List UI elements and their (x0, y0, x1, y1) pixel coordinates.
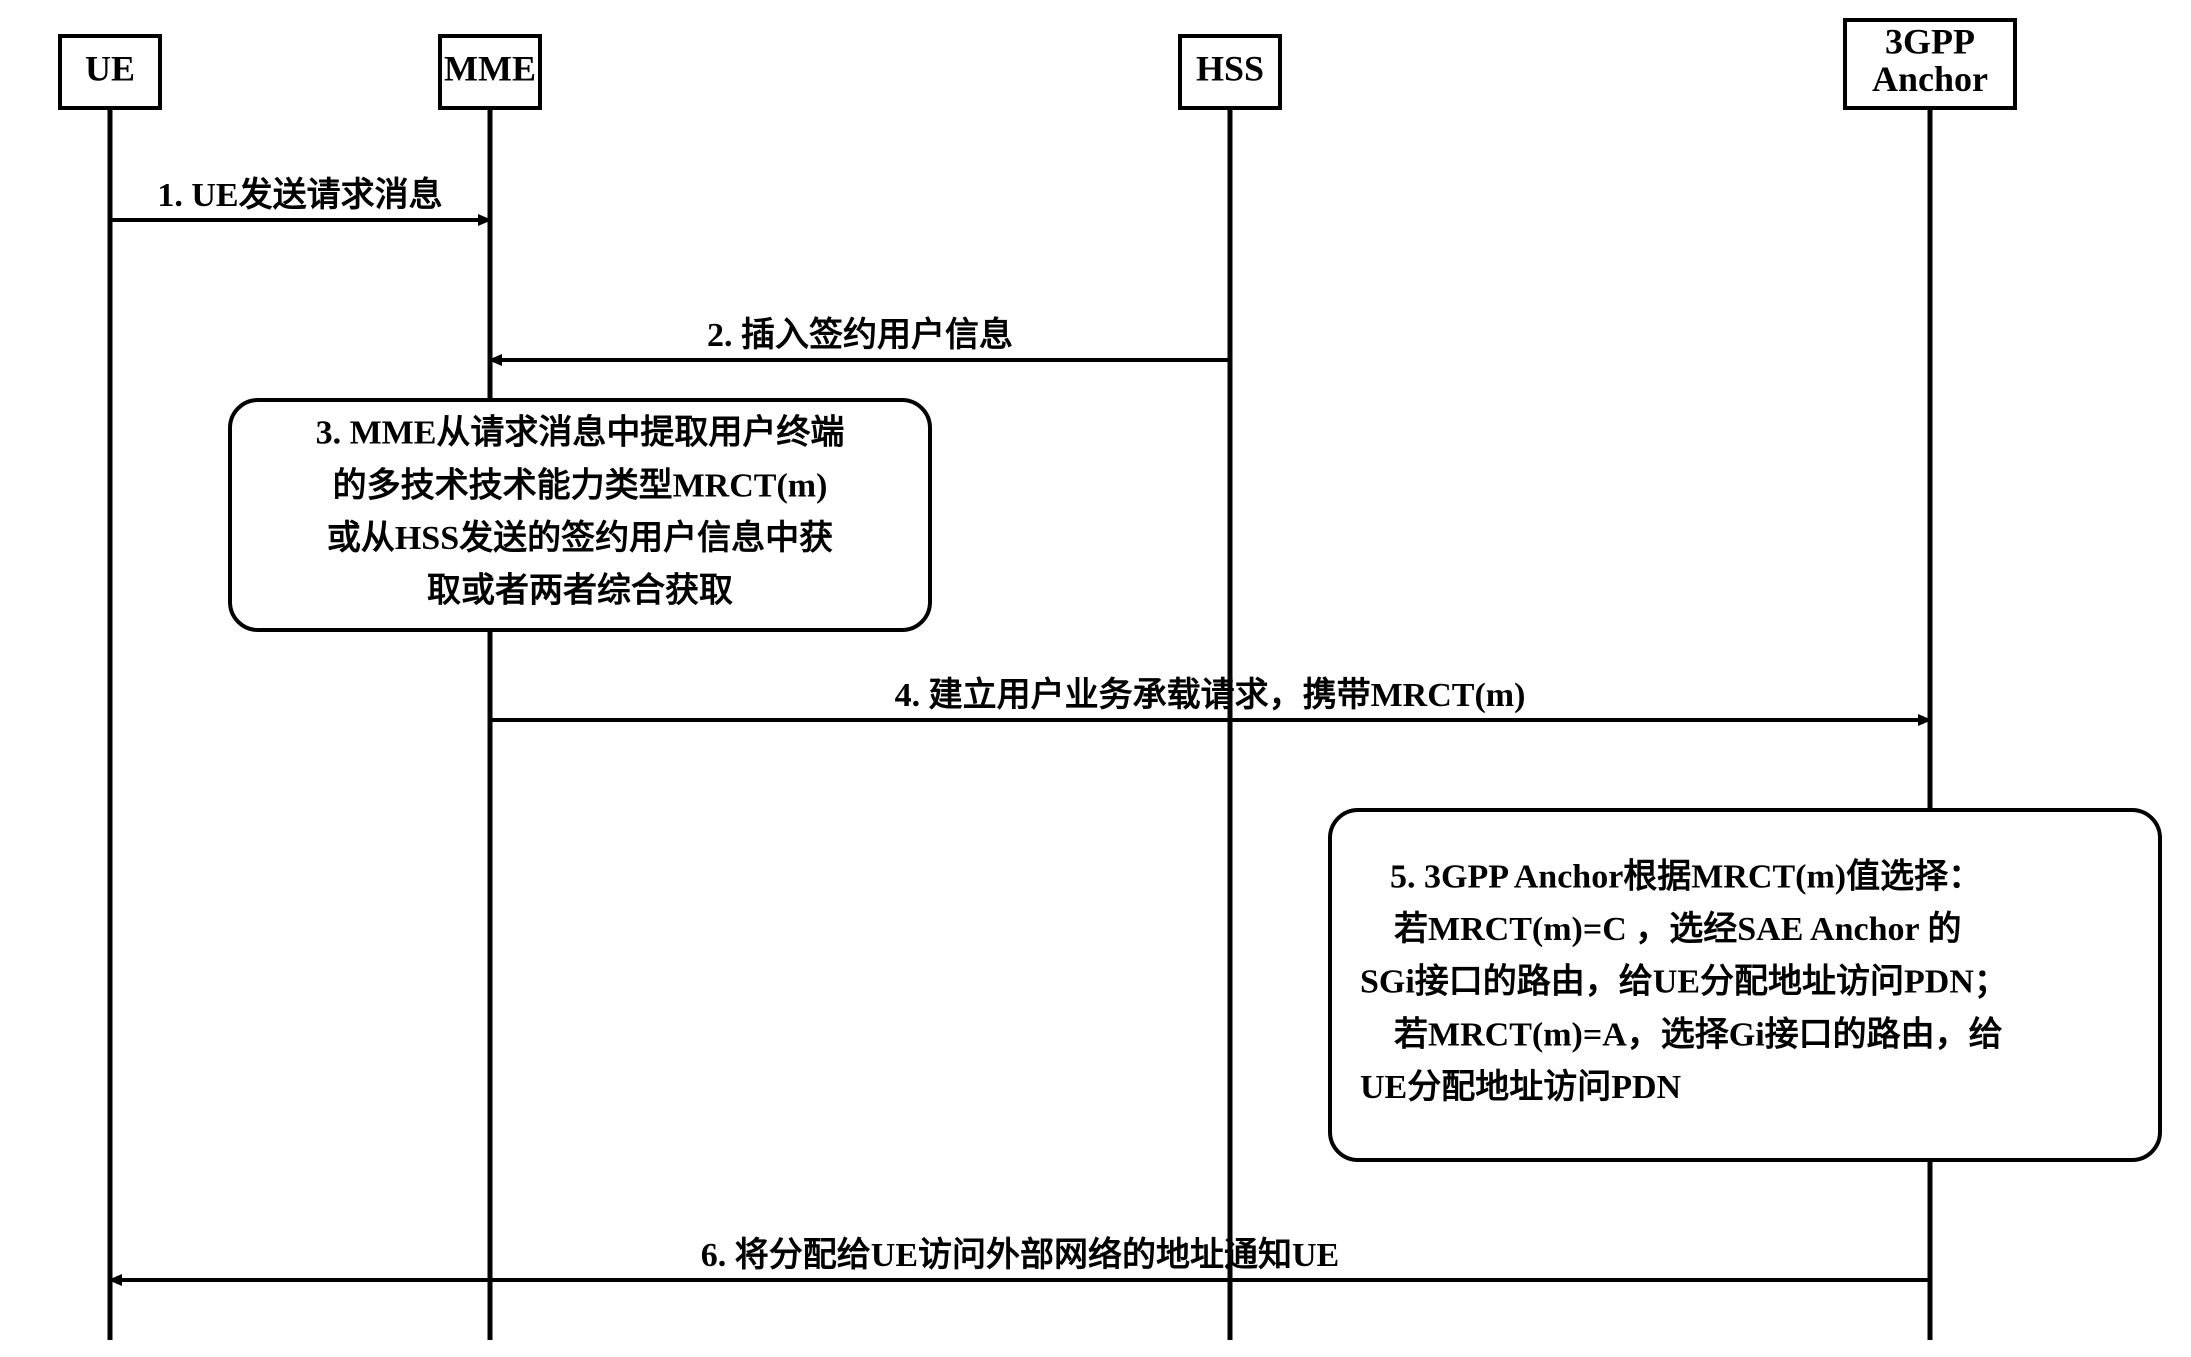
note-text-1-2: 的多技术技术能力类型MRCT(m) (333, 466, 828, 504)
note-text-1-1: 3. MME从请求消息中提取用户终端 (316, 413, 845, 452)
message-label-3: 4. 建立用户业务承载请求，携带MRCT(m) (895, 676, 1526, 714)
participant-label-ue: UE (85, 48, 135, 88)
participant-label-anchor: Anchor (1872, 59, 1988, 99)
note-text-2-5: UE分配地址访问PDN (1360, 1068, 1682, 1106)
note-text-1-4: 取或者两者综合获取 (427, 572, 733, 610)
participant-label-anchor: 3GPP (1885, 21, 1975, 61)
note-text-2-1: 5. 3GPP Anchor根据MRCT(m)值选择： (1390, 857, 1982, 895)
note-text-1-3: 或从HSS发送的签约用户信息中获 (327, 518, 833, 557)
note-text-2-4: 若MRCT(m)=A，选择Gi接口的路由，给 (1360, 1015, 2003, 1053)
participant-label-mme: MME (444, 48, 536, 88)
note-text-2-2: 若MRCT(m)=C ，选经SAE Anchor 的 (1360, 910, 1961, 948)
message-label-1: 1. UE发送请求消息 (157, 175, 442, 214)
message-label-2: 2. 插入签约用户信息 (707, 315, 1013, 354)
note-text-2-3: SGi接口的路由，给UE分配地址访问PDN； (1360, 963, 2008, 1001)
message-label-4: 6. 将分配给UE访问外部网络的地址通知UE (701, 1235, 1339, 1274)
participant-label-hss: HSS (1196, 48, 1264, 88)
sequence-diagram: UE MME HSS 3GPPAnchor 1. UE发送请求消息 2. 插入签约用户信… (0, 0, 2191, 1357)
